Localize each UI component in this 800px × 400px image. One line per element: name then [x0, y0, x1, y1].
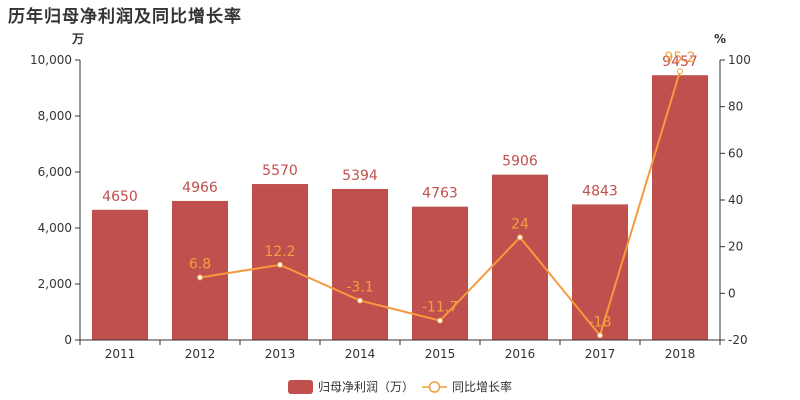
right-axis-tick-label: 80	[728, 100, 743, 114]
right-axis-tick-label: 40	[728, 193, 743, 207]
bar-value-label: 5906	[502, 154, 538, 170]
bar-2014	[332, 188, 388, 340]
growth-point-2014	[357, 297, 363, 304]
x-axis-tick-label: 2014	[345, 347, 376, 361]
right-axis-tick-label: 0	[728, 286, 736, 300]
growth-point-2015	[437, 317, 443, 324]
growth-point-2016	[517, 234, 523, 241]
bar-2012	[172, 200, 228, 340]
bar-2018	[652, 75, 708, 340]
bar-value-label: 4763	[422, 186, 458, 202]
bar-value-label: 9457	[662, 54, 698, 70]
growth-point-2018	[677, 68, 683, 75]
growth-value-label: -3.1	[346, 280, 373, 296]
right-axis-tick-label: 60	[728, 146, 743, 160]
growth-value-label: -18	[589, 314, 612, 330]
left-axis-tick-label: 0	[64, 333, 72, 347]
growth-value-label: 6.8	[189, 256, 211, 272]
x-axis-tick-label: 2018	[665, 347, 696, 361]
x-axis-tick-label: 2016	[505, 347, 536, 361]
growth-point-2017	[597, 332, 603, 339]
legend-line-label: 同比增长率	[452, 379, 512, 394]
legend: 归母净利润（万） 同比增长率	[288, 379, 512, 394]
growth-value-label: -11.7	[422, 300, 458, 316]
right-axis-tick-label: -20	[728, 333, 748, 347]
x-axis-tick-label: 2011	[105, 347, 136, 361]
bar-value-label: 5394	[342, 168, 378, 184]
left-axis-tick-label: 4,000	[38, 221, 72, 235]
left-axis-unit: 万	[71, 32, 84, 46]
bar-value-label: 4843	[582, 183, 618, 199]
legend-bar-label: 归母净利润（万）	[318, 380, 414, 394]
line-series	[197, 68, 683, 339]
legend-bar-swatch	[288, 380, 313, 394]
x-axis-tick-label: 2017	[585, 347, 616, 361]
left-axis-tick-label: 8,000	[38, 109, 72, 123]
x-axis-tick-label: 2013	[265, 347, 296, 361]
growth-point-2012	[197, 274, 203, 281]
growth-value-label: 95.2	[664, 50, 695, 66]
right-axis-tick-label: 20	[728, 240, 743, 254]
data-labels: 4650 4966 5570 5394 4763 5906 4843 9457 6.8 12.2 -…	[102, 50, 698, 330]
bar-2011	[92, 209, 148, 340]
bar-value-label: 4650	[102, 189, 138, 205]
growth-point-2013	[277, 261, 283, 268]
right-axis-unit: %	[714, 32, 726, 46]
x-axis-tick-label: 2012	[185, 347, 216, 361]
legend-line-marker	[428, 381, 441, 393]
axes: 0 2,000 4,000 6,000 8,000 10,000 万 -20 0 20 40 60 80…	[30, 32, 751, 361]
bar-value-label: 5570	[262, 163, 298, 179]
bar-value-label: 4966	[182, 180, 218, 196]
growth-value-label: 12.2	[264, 244, 295, 260]
right-axis-tick-label: 100	[728, 53, 751, 67]
growth-value-label: 24	[511, 216, 529, 232]
chart-title: 历年归母净利润及同比增长率	[8, 7, 242, 27]
left-axis-tick-label: 10,000	[30, 53, 72, 67]
left-axis-tick-label: 6,000	[38, 165, 72, 179]
bar-series	[92, 75, 708, 340]
left-axis-tick-label: 2,000	[38, 277, 72, 291]
x-axis-tick-label: 2015	[425, 347, 456, 361]
